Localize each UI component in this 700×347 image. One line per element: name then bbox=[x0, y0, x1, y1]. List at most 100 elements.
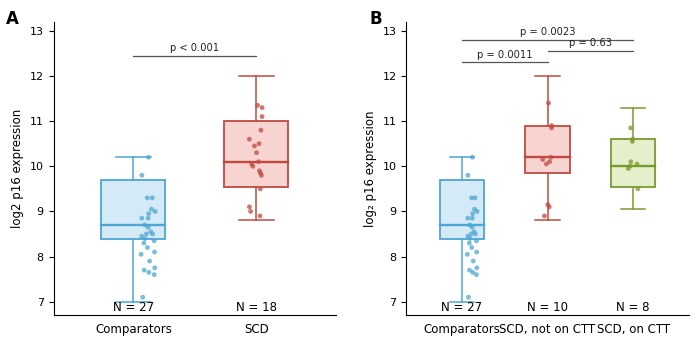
Point bbox=[254, 168, 265, 174]
Point bbox=[149, 265, 160, 271]
Bar bbox=[611, 139, 655, 187]
Point bbox=[145, 229, 156, 235]
Point bbox=[139, 267, 150, 273]
Point bbox=[468, 229, 480, 235]
Point bbox=[254, 213, 265, 219]
Point bbox=[625, 125, 636, 131]
Point bbox=[463, 240, 475, 246]
Text: p < 0.001: p < 0.001 bbox=[170, 43, 219, 53]
Point bbox=[625, 159, 636, 164]
Point bbox=[623, 166, 634, 171]
Point bbox=[545, 154, 557, 160]
Y-axis label: log2 p16 expression: log2 p16 expression bbox=[11, 109, 24, 228]
Point bbox=[139, 240, 150, 246]
Point bbox=[136, 252, 147, 257]
Text: N = 10: N = 10 bbox=[527, 301, 568, 314]
Point bbox=[465, 236, 476, 241]
Point bbox=[142, 245, 153, 250]
Point bbox=[143, 215, 154, 221]
Point bbox=[244, 204, 255, 210]
Point bbox=[245, 209, 256, 214]
Point bbox=[256, 172, 267, 178]
Point bbox=[467, 211, 478, 217]
Point bbox=[542, 202, 554, 208]
Point bbox=[624, 163, 636, 169]
Point bbox=[539, 213, 550, 219]
Point bbox=[627, 136, 638, 142]
Point bbox=[463, 294, 474, 300]
Y-axis label: log₂ p16 expression: log₂ p16 expression bbox=[364, 110, 377, 227]
Bar bbox=[525, 126, 570, 173]
Text: p = 0.63: p = 0.63 bbox=[569, 39, 612, 49]
Point bbox=[139, 222, 150, 228]
Point bbox=[468, 258, 479, 264]
Point bbox=[546, 125, 557, 131]
Point bbox=[631, 161, 643, 167]
Point bbox=[137, 294, 148, 300]
Point bbox=[136, 172, 148, 178]
Point bbox=[470, 231, 481, 237]
Point bbox=[544, 159, 555, 164]
Point bbox=[144, 270, 155, 275]
Point bbox=[462, 215, 473, 221]
Point bbox=[466, 231, 477, 237]
Bar bbox=[102, 180, 165, 238]
Point bbox=[462, 172, 473, 178]
Point bbox=[466, 245, 477, 250]
Point bbox=[466, 195, 477, 201]
Point bbox=[471, 272, 482, 277]
Point bbox=[470, 195, 481, 201]
Text: N = 18: N = 18 bbox=[236, 301, 276, 314]
Text: N = 27: N = 27 bbox=[442, 301, 482, 314]
Point bbox=[244, 136, 255, 142]
Point bbox=[471, 238, 482, 244]
Point bbox=[136, 215, 148, 221]
Point bbox=[537, 157, 548, 162]
Point bbox=[147, 231, 158, 237]
Point bbox=[141, 195, 153, 201]
Bar bbox=[224, 121, 288, 187]
Point bbox=[136, 234, 147, 239]
Point bbox=[143, 154, 154, 160]
Point bbox=[256, 114, 267, 119]
Point bbox=[146, 206, 157, 212]
Point bbox=[472, 209, 483, 214]
Point bbox=[144, 258, 155, 264]
Text: p = 0.0011: p = 0.0011 bbox=[477, 50, 533, 60]
Point bbox=[632, 186, 643, 192]
Point bbox=[149, 249, 160, 255]
Point bbox=[146, 195, 158, 201]
Text: N = 8: N = 8 bbox=[617, 301, 650, 314]
Point bbox=[467, 154, 478, 160]
Point bbox=[143, 211, 154, 217]
Point bbox=[141, 231, 152, 237]
Point bbox=[256, 105, 267, 110]
Point bbox=[467, 215, 478, 221]
Point bbox=[544, 204, 555, 210]
Point bbox=[469, 206, 480, 212]
Bar bbox=[440, 180, 484, 238]
Text: B: B bbox=[370, 10, 382, 28]
Point bbox=[546, 123, 557, 128]
Point bbox=[252, 103, 263, 108]
Point bbox=[255, 186, 266, 192]
Point bbox=[464, 267, 475, 273]
Text: N = 27: N = 27 bbox=[113, 301, 154, 314]
Point bbox=[464, 222, 475, 228]
Point bbox=[253, 159, 264, 164]
Point bbox=[256, 127, 267, 133]
Point bbox=[543, 100, 554, 106]
Point bbox=[462, 234, 473, 239]
Point bbox=[150, 209, 161, 214]
Text: A: A bbox=[6, 10, 18, 28]
Point bbox=[139, 236, 150, 241]
Point bbox=[143, 225, 154, 230]
Point bbox=[148, 238, 160, 244]
Point bbox=[246, 161, 258, 167]
Point bbox=[626, 139, 638, 144]
Text: p = 0.0023: p = 0.0023 bbox=[520, 27, 575, 37]
Point bbox=[462, 252, 473, 257]
Point bbox=[471, 249, 482, 255]
Point bbox=[467, 270, 478, 275]
Point bbox=[247, 163, 258, 169]
